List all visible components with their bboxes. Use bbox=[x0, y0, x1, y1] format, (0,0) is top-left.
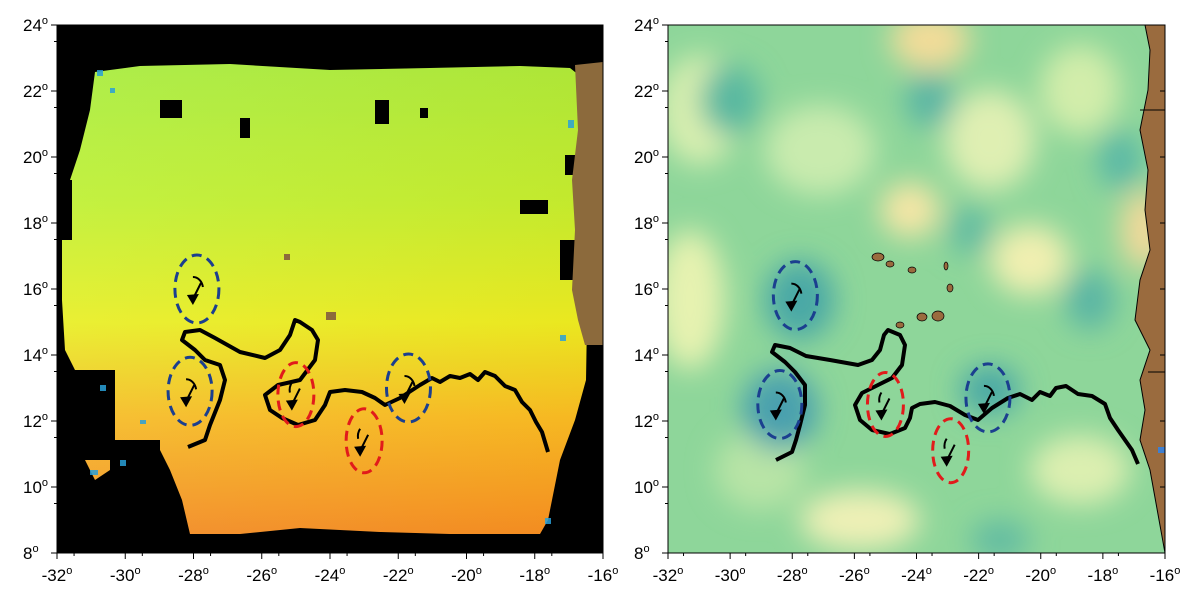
y-tick-label: 16o bbox=[23, 279, 48, 299]
x-tick-label: -32o bbox=[653, 565, 684, 585]
y-tick-label: 10o bbox=[634, 477, 659, 497]
ssh-field bbox=[668, 25, 1165, 553]
ssh-map-axes: 24o 22o 20o 18o 16o 14o 12o 10o 8o-32o -30o -28o -2… bbox=[634, 15, 1180, 585]
eddy-outline bbox=[276, 361, 316, 429]
y-tick-label: 16o bbox=[634, 279, 659, 299]
front-line bbox=[770, 328, 1140, 465]
arrow-head-icon bbox=[180, 396, 193, 408]
island bbox=[326, 312, 336, 320]
y-tick-label: 14o bbox=[23, 345, 48, 365]
arrow-head-icon bbox=[186, 294, 199, 305]
eddy-outline bbox=[173, 253, 221, 325]
x-tick-label: -28o bbox=[178, 565, 209, 585]
ssh-anomalies bbox=[668, 25, 1165, 553]
eddy-outline bbox=[384, 352, 432, 424]
y-tick-label: 24o bbox=[634, 15, 659, 35]
x-tick-label: -24o bbox=[901, 565, 932, 585]
arrow-head-icon bbox=[354, 445, 367, 457]
x-tick-label: -22o bbox=[963, 565, 994, 585]
speckles bbox=[90, 70, 583, 524]
eddy-outline bbox=[964, 362, 1012, 434]
land-africa bbox=[1134, 25, 1165, 553]
x-tick-label: -30o bbox=[110, 565, 141, 585]
anticyclonic-eddy bbox=[344, 407, 384, 475]
x-tick-label: -18o bbox=[519, 565, 550, 585]
x-tick-label: -26o bbox=[839, 565, 870, 585]
sst-map-axes: 24o 22o 20o 18o 16o 14o 12o 10o 8o-32o -30o -28o -2… bbox=[23, 15, 618, 585]
arrow-head-icon bbox=[977, 402, 990, 414]
cloud-gaps bbox=[57, 100, 585, 480]
sst-field bbox=[57, 25, 603, 553]
y-tick-label: 24o bbox=[23, 15, 48, 35]
x-tick-label: -30o bbox=[715, 565, 746, 585]
x-tick-label: -20o bbox=[1025, 565, 1056, 585]
y-tick-label: 20o bbox=[634, 147, 659, 167]
eddy-outline bbox=[931, 417, 971, 485]
cyclonic-eddy bbox=[756, 369, 804, 440]
y-tick-label: 10o bbox=[23, 477, 48, 497]
coast-mark bbox=[1158, 447, 1165, 453]
cyclonic-eddy bbox=[173, 253, 221, 325]
eddy-outline bbox=[344, 407, 384, 475]
eddy-outline bbox=[166, 355, 214, 427]
x-tick-label: -24o bbox=[315, 565, 346, 585]
arrow-head-icon bbox=[875, 409, 888, 421]
anticyclonic-eddy bbox=[931, 417, 971, 485]
eddy-outline bbox=[865, 371, 905, 438]
x-tick-label: -28o bbox=[777, 565, 808, 585]
x-tick-label: -16o bbox=[588, 565, 619, 585]
y-tick-label: 8o bbox=[23, 543, 39, 563]
x-tick-label: -20o bbox=[451, 565, 482, 585]
cyclonic-eddy bbox=[384, 352, 432, 424]
y-tick-label: 12o bbox=[23, 411, 48, 431]
arrow-head-icon bbox=[398, 393, 411, 404]
ssh-map bbox=[667, 24, 1166, 554]
anticyclonic-eddy bbox=[276, 361, 316, 429]
eddy-outline bbox=[756, 369, 804, 440]
x-tick-label: -26o bbox=[246, 565, 277, 585]
sst-map bbox=[56, 24, 604, 554]
cyclonic-eddy bbox=[166, 355, 214, 427]
x-tick-label: -22o bbox=[383, 565, 414, 585]
cyclonic-eddy bbox=[964, 362, 1012, 434]
x-tick-label: -18o bbox=[1088, 565, 1119, 585]
eddy-outline bbox=[771, 260, 819, 332]
arrow-head-icon bbox=[785, 300, 798, 312]
cape-verde-islands bbox=[871, 252, 954, 329]
anticyclonic-eddy bbox=[865, 371, 905, 438]
cyclonic-eddy bbox=[771, 260, 819, 332]
x-tick-label: -32o bbox=[42, 565, 73, 585]
land-africa bbox=[572, 62, 603, 345]
y-tick-label: 14o bbox=[634, 345, 659, 365]
y-tick-label: 22o bbox=[23, 81, 48, 101]
y-tick-label: 12o bbox=[634, 411, 659, 431]
arrow-head-icon bbox=[940, 455, 953, 467]
arrow-head-icon bbox=[769, 409, 782, 421]
island bbox=[284, 254, 290, 260]
x-tick-label: -16o bbox=[1150, 565, 1181, 585]
arrow-head-icon bbox=[285, 399, 298, 411]
y-tick-label: 18o bbox=[634, 213, 659, 233]
y-tick-label: 8o bbox=[634, 543, 650, 563]
y-tick-label: 20o bbox=[23, 147, 48, 167]
y-tick-label: 22o bbox=[634, 81, 659, 101]
y-tick-label: 18o bbox=[23, 213, 48, 233]
